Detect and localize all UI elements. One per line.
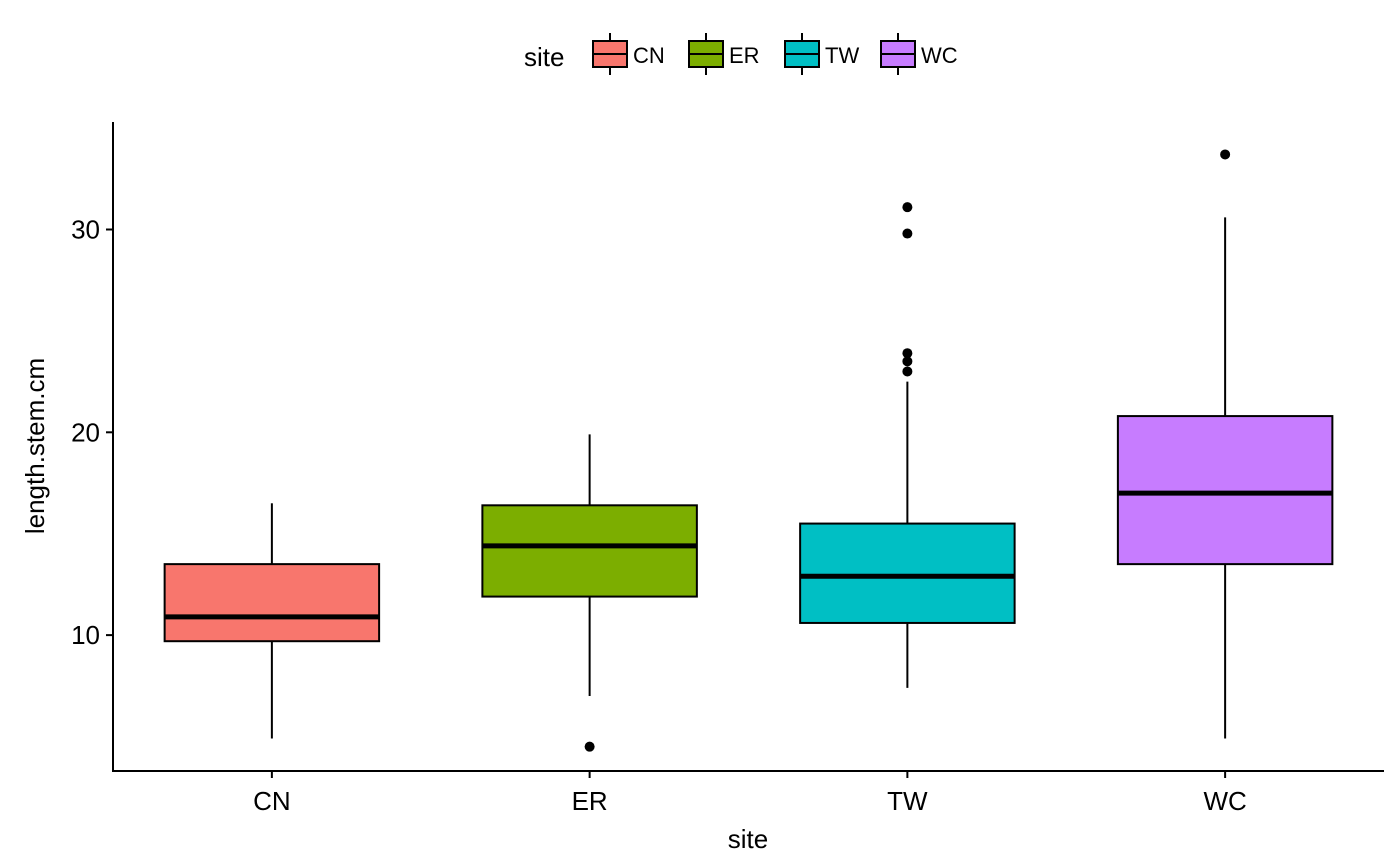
legend-title: site xyxy=(524,42,564,72)
legend-label: TW xyxy=(825,43,859,68)
x-tick-label: TW xyxy=(887,786,928,816)
box-tw xyxy=(799,202,1016,688)
x-ticks: CN ER TW WC xyxy=(253,771,1247,816)
iqr-box xyxy=(799,522,1016,624)
outlier-point xyxy=(584,741,595,752)
x-tick-label: WC xyxy=(1203,786,1246,816)
y-axis-title: length.stem.cm xyxy=(20,358,50,534)
iqr-box xyxy=(481,504,698,598)
legend-label: ER xyxy=(729,43,760,68)
legend-entry-er: ER xyxy=(688,33,760,75)
y-tick-label: 30 xyxy=(71,214,100,244)
outlier-point xyxy=(902,366,913,377)
box-wc xyxy=(1116,149,1334,739)
outlier-point xyxy=(902,228,913,239)
x-axis-title: site xyxy=(728,824,768,854)
outlier-point xyxy=(902,348,913,359)
y-tick-label: 10 xyxy=(71,620,100,650)
outlier-point xyxy=(1220,149,1231,160)
x-tick-label: ER xyxy=(572,786,608,816)
boxes xyxy=(163,149,1334,752)
x-tick-label: CN xyxy=(253,786,291,816)
iqr-box xyxy=(1116,415,1334,566)
legend-label: WC xyxy=(921,43,958,68)
legend-entry-tw: TW xyxy=(784,33,859,75)
legend-label: CN xyxy=(633,43,665,68)
y-ticks: 10 20 30 xyxy=(71,214,113,650)
box-er xyxy=(481,434,698,752)
legend-entries: CN ER TW WC xyxy=(592,33,958,75)
y-tick-label: 20 xyxy=(71,417,100,447)
outlier-point xyxy=(902,202,913,213)
outlier-point xyxy=(902,356,913,367)
legend: site CN ER TW WC xyxy=(524,33,958,75)
iqr-box xyxy=(163,563,381,643)
box-cn xyxy=(163,503,381,739)
legend-entry-wc: WC xyxy=(880,33,958,75)
legend-entry-cn: CN xyxy=(592,33,665,75)
axes: 10 20 30 CN ER TW WC xyxy=(71,122,1384,816)
